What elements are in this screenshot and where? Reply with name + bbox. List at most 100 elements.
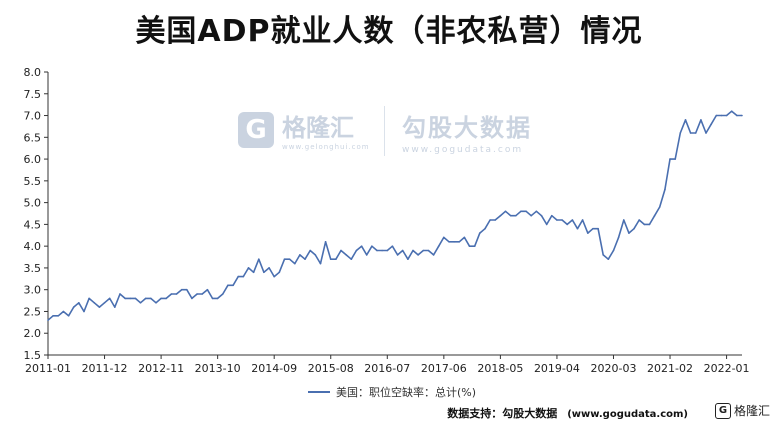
- data-point: [216, 297, 219, 300]
- watermark-gelonghui: G 格隆汇 www.gelonghui.com: [238, 108, 370, 151]
- data-point: [638, 219, 640, 221]
- x-tick-label: 2022-01: [704, 362, 750, 375]
- data-point: [78, 302, 80, 304]
- data-point: [509, 214, 512, 217]
- data-point: [180, 288, 183, 291]
- x-tick-label: 2017-06: [421, 362, 467, 375]
- data-point: [124, 297, 126, 300]
- data-point: [391, 245, 394, 247]
- data-point: [67, 315, 70, 317]
- data-point: [340, 249, 342, 252]
- data-point: [175, 293, 178, 295]
- data-point: [741, 114, 743, 117]
- data-point: [494, 219, 497, 221]
- data-point: [525, 210, 527, 213]
- brand-g-icon: G: [714, 402, 731, 419]
- data-point: [587, 232, 589, 234]
- data-point: [535, 210, 538, 213]
- legend-line-swatch: [308, 391, 330, 393]
- data-point: [222, 293, 224, 295]
- data-point: [196, 293, 198, 295]
- data-point: [47, 319, 49, 322]
- data-point: [412, 249, 414, 252]
- data-point: [114, 306, 116, 308]
- data-point: [453, 241, 455, 243]
- data-point: [628, 232, 630, 234]
- data-point: [607, 258, 610, 261]
- data-point: [52, 315, 54, 317]
- data-point: [206, 288, 209, 291]
- x-tick-label: 2012-11: [138, 362, 184, 375]
- data-point: [674, 158, 676, 160]
- data-point: [134, 297, 137, 300]
- source-label: 数据支持：勾股大数据: [447, 407, 558, 420]
- data-point: [556, 219, 558, 221]
- chart-legend: 美国：职位空缺率：总计(%): [308, 384, 476, 400]
- data-point: [705, 132, 707, 134]
- data-point: [72, 306, 75, 308]
- data-point: [633, 227, 635, 230]
- data-point: [720, 114, 723, 117]
- legend-label: 美国：职位空缺率：总计(%): [336, 386, 477, 399]
- data-point: [571, 219, 574, 221]
- data-point: [643, 223, 646, 226]
- data-point: [612, 249, 615, 252]
- data-point: [129, 297, 132, 300]
- data-point: [648, 223, 651, 226]
- x-tick-label: 2015-08: [308, 362, 354, 375]
- data-point: [376, 249, 378, 252]
- data-point: [98, 306, 101, 308]
- data-point: [396, 254, 399, 256]
- data-point: [448, 241, 450, 243]
- data-point: [437, 245, 440, 247]
- data-point: [201, 293, 203, 295]
- data-point: [401, 249, 404, 252]
- data-point: [669, 158, 671, 160]
- data-point: [576, 227, 579, 230]
- brand-logo: G 格隆汇: [714, 402, 770, 419]
- data-point: [422, 249, 425, 252]
- data-point: [530, 214, 532, 217]
- y-tick-label: 2.0: [24, 327, 42, 340]
- data-point: [581, 219, 584, 221]
- y-tick-label: 3.0: [24, 284, 42, 297]
- x-tick-label: 2019-04: [534, 362, 580, 375]
- data-point: [617, 236, 620, 239]
- data-point: [566, 223, 568, 226]
- data-point: [160, 297, 162, 300]
- y-tick-label: 5.5: [24, 175, 42, 188]
- x-tick-label: 2011-01: [25, 362, 71, 375]
- data-point: [602, 254, 604, 256]
- data-point: [237, 275, 239, 278]
- data-point: [283, 258, 286, 261]
- data-point: [309, 249, 312, 252]
- data-point: [694, 132, 697, 134]
- source-url: (www.gogudata.com): [567, 409, 688, 420]
- data-point: [227, 284, 229, 287]
- data-point: [473, 245, 476, 247]
- data-point: [468, 245, 471, 247]
- watermark-g-logo-icon: G: [238, 111, 274, 148]
- data-point: [232, 284, 234, 287]
- y-tick-label: 4.0: [24, 240, 42, 253]
- y-tick-label: 7.5: [24, 88, 42, 101]
- data-point: [520, 210, 522, 213]
- data-point: [273, 275, 276, 278]
- data-point: [715, 114, 718, 117]
- y-tick-label: 8.0: [24, 66, 42, 79]
- data-point: [540, 214, 543, 217]
- data-point: [730, 110, 733, 112]
- data-point: [463, 236, 466, 239]
- x-tick-label: 2011-12: [82, 362, 128, 375]
- y-tick-label: 2.5: [24, 305, 42, 318]
- data-point: [597, 227, 599, 230]
- data-point: [653, 214, 656, 217]
- data-point: [155, 302, 157, 304]
- watermark-right-sub: www.gogudata.com: [402, 145, 524, 155]
- data-point: [458, 241, 461, 243]
- data-point: [499, 214, 502, 217]
- series-line: [47, 110, 742, 321]
- x-tick-label: 2020-03: [590, 362, 636, 375]
- data-point: [381, 249, 383, 252]
